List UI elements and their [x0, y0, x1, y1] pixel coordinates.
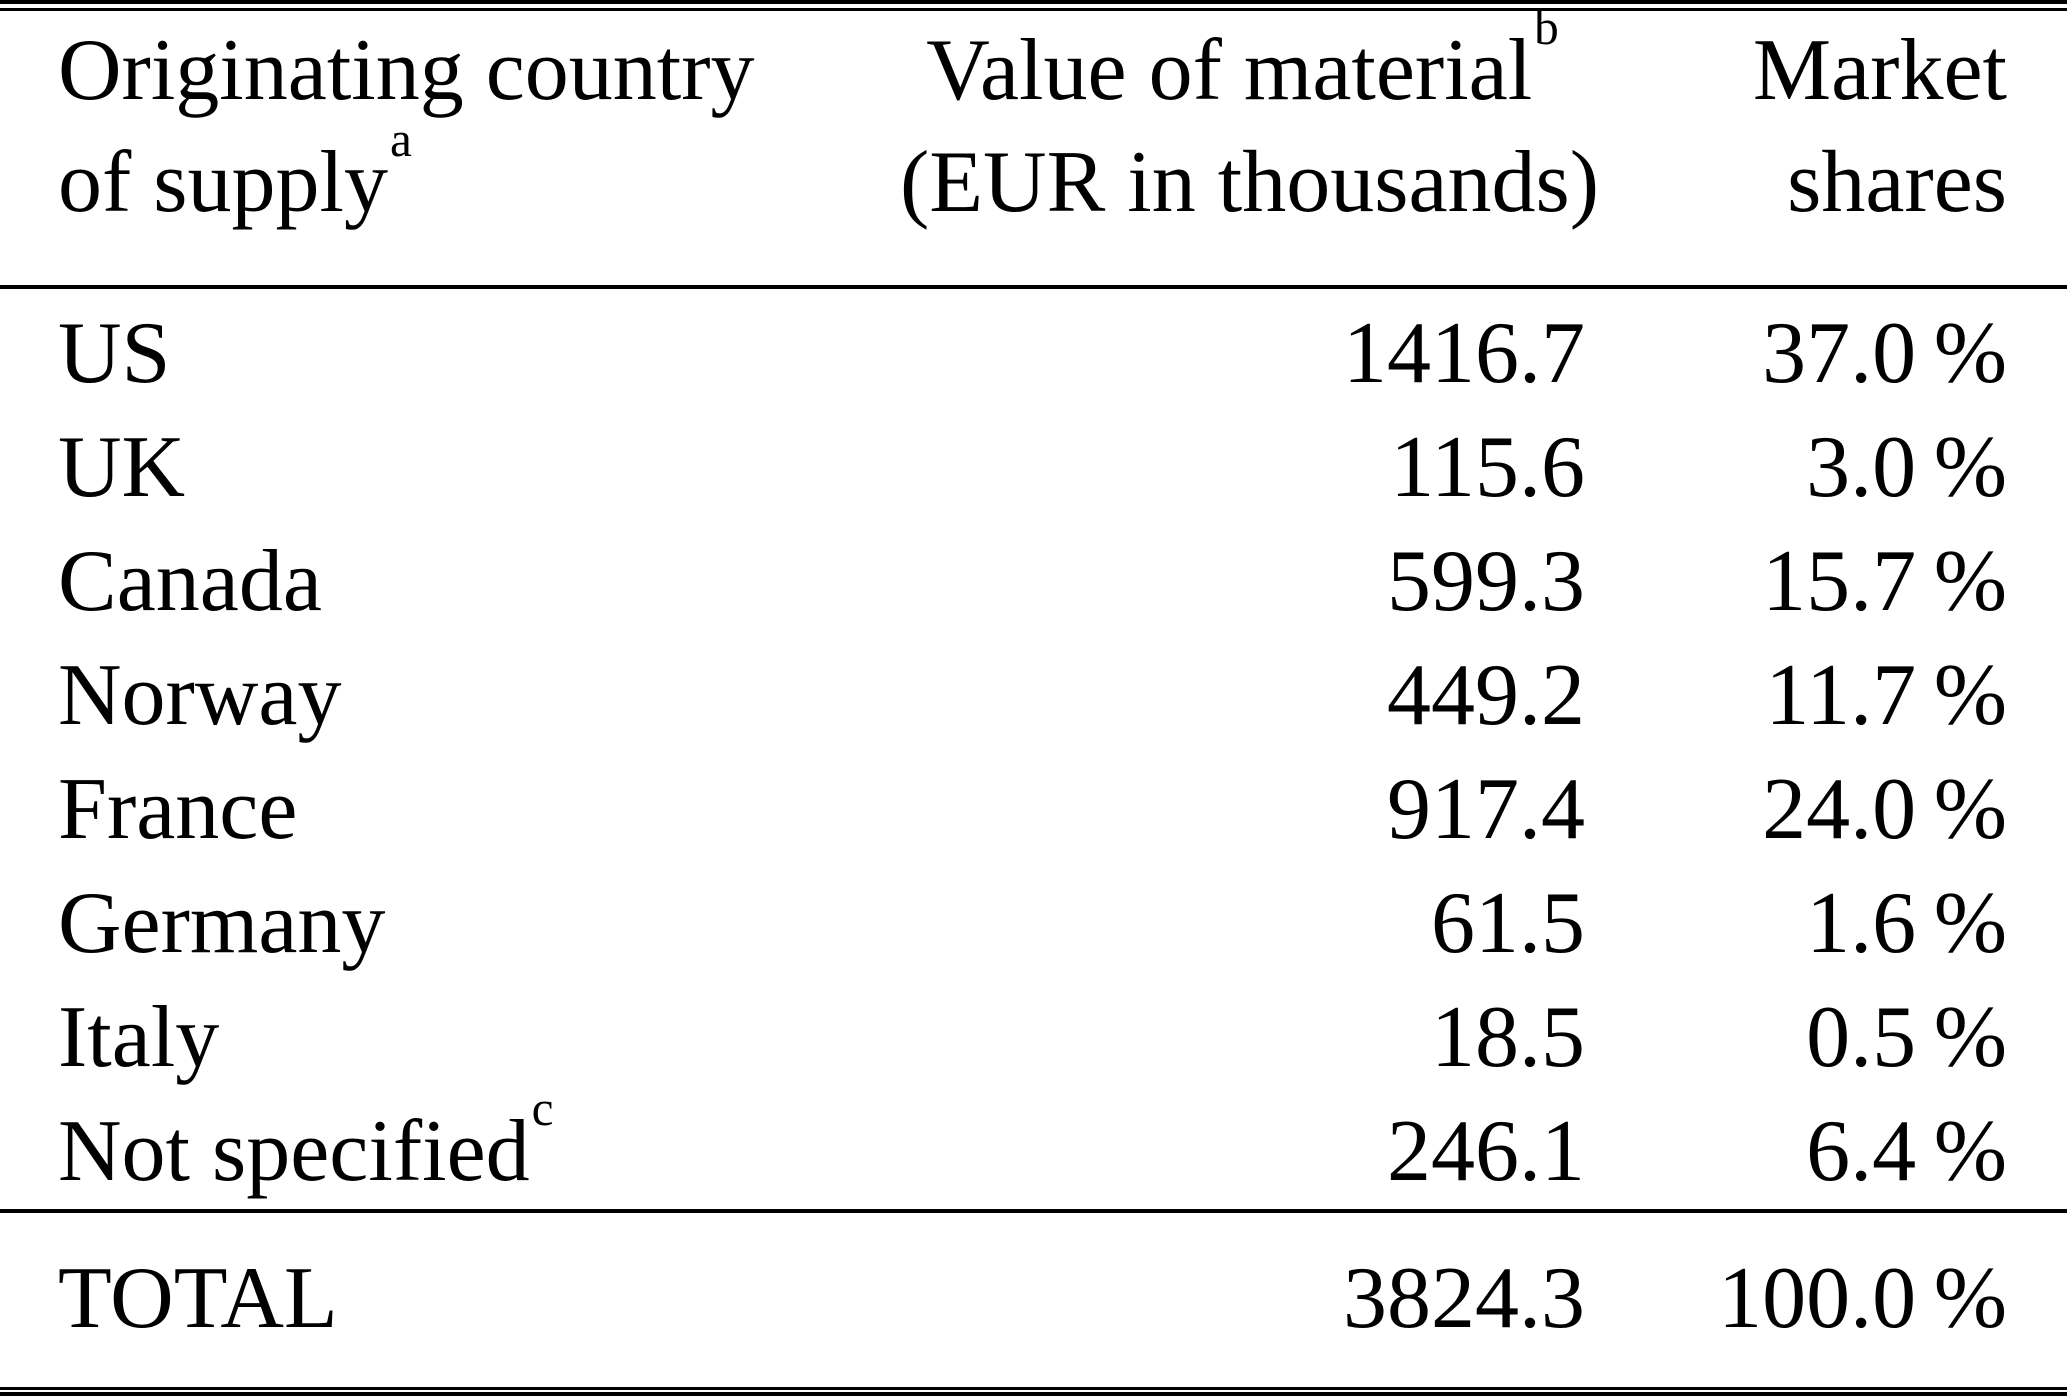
country-name: UK — [58, 419, 186, 516]
value-cell: 917.4 — [1387, 761, 1585, 858]
share-cell: 6.4 % — [1806, 1103, 2007, 1200]
country-cell: France — [0, 753, 900, 867]
header-country-line2: of supplya — [58, 115, 900, 239]
share-cell: 0.5 % — [1806, 989, 2007, 1086]
country-name: Canada — [58, 533, 322, 630]
country-name: Italy — [58, 989, 220, 1086]
value-cell: 599.3 — [1387, 533, 1585, 630]
total-label-cell: TOTAL — [58, 1250, 338, 1347]
top-rule-thin — [0, 8, 2067, 11]
header-shares-line2: shares — [1787, 134, 2007, 231]
country-cell: Canada — [0, 525, 900, 639]
share-cell: 24.0 % — [1762, 761, 2007, 858]
country-cell: US — [0, 297, 900, 411]
header-country-column: Originating country of supplya — [0, 15, 900, 239]
table-row: Norway 449.2 11.7 % — [0, 639, 2067, 753]
country-cell: Norway — [0, 639, 900, 753]
country-name: US — [58, 305, 171, 402]
country-name: Not specified — [58, 1103, 530, 1200]
header-value-line1: Value of materialb — [900, 3, 1585, 127]
value-cell: 115.6 — [1390, 419, 1585, 516]
total-separator-rule — [0, 1209, 2067, 1213]
share-cell: 37.0 % — [1762, 305, 2007, 402]
header-separator-rule — [0, 285, 2067, 289]
bottom-rule-gap — [0, 1390, 2067, 1392]
footnote-marker-a: a — [390, 112, 412, 168]
footnote-marker-b: b — [1534, 0, 1559, 56]
top-rule-thick — [0, 0, 2067, 4]
header-shares-column: Market shares — [1585, 15, 2007, 239]
table-body: US 1416.7 37.0 % UK 115.6 3.0 % Canada 599.3 15.… — [0, 289, 2067, 1209]
country-name: Norway — [58, 647, 342, 744]
header-value-column: Value of materialb (EUR in thousands) — [900, 3, 1600, 239]
header-country-line1: Originating country — [58, 22, 755, 119]
table-row: Canada 599.3 15.7 % — [0, 525, 2067, 639]
country-cell: Not specifiedc — [0, 1084, 900, 1209]
total-row: TOTAL 3824.3 100.0 % — [0, 1213, 2067, 1387]
country-cell: Germany — [0, 867, 900, 981]
header-value-line2: (EUR in thousands) — [900, 134, 1600, 231]
bottom-rule-thick — [0, 1392, 2067, 1396]
country-cell: UK — [0, 411, 900, 525]
total-value-cell: 3824.3 — [1343, 1250, 1585, 1347]
share-cell: 11.7 % — [1765, 647, 2007, 744]
top-rule-gap — [0, 4, 2067, 8]
bottom-rule-thin — [0, 1387, 2067, 1390]
country-name: France — [58, 761, 298, 858]
total-share-cell: 100.0 % — [1718, 1250, 2007, 1347]
footnote-marker-c: c — [531, 1081, 554, 1137]
table-row: UK 115.6 3.0 % — [0, 411, 2067, 525]
table-row: Germany 61.5 1.6 % — [0, 867, 2067, 981]
value-cell: 1416.7 — [1343, 305, 1585, 402]
header-country-line2-text: of supply — [58, 134, 388, 231]
country-cell: Italy — [0, 981, 900, 1095]
share-cell: 15.7 % — [1762, 533, 2007, 630]
value-cell: 18.5 — [1431, 989, 1585, 1086]
table-row: Italy 18.5 0.5 % — [0, 981, 2067, 1095]
header-shares-line1: Market — [1752, 22, 2007, 119]
country-name: Germany — [58, 875, 386, 972]
share-cell: 3.0 % — [1806, 419, 2007, 516]
value-cell: 246.1 — [1387, 1103, 1585, 1200]
table-row: France 917.4 24.0 % — [0, 753, 2067, 867]
value-cell: 449.2 — [1387, 647, 1585, 744]
header-value-line1-text: Value of material — [926, 22, 1533, 119]
table-row: Not specifiedc 246.1 6.4 % — [0, 1084, 2067, 1209]
table-row: US 1416.7 37.0 % — [0, 297, 2067, 411]
share-cell: 1.6 % — [1806, 875, 2007, 972]
value-cell: 61.5 — [1431, 875, 1585, 972]
table-header-row: Originating country of supplya Value of … — [0, 3, 2067, 285]
